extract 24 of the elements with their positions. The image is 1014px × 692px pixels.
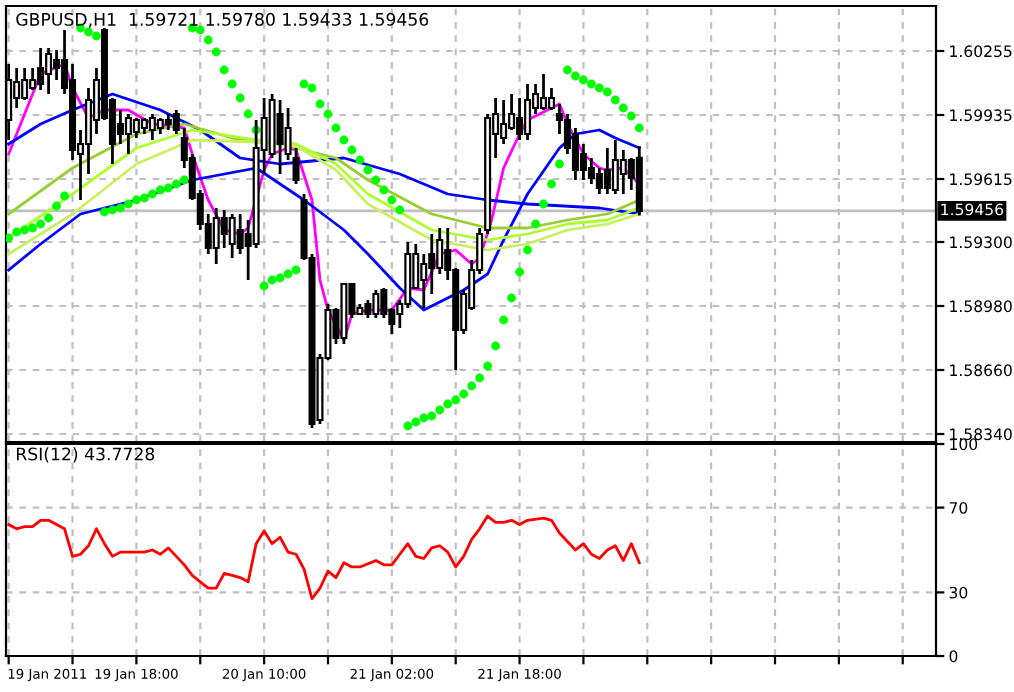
candlestick [603,146,611,196]
candlestick [524,82,532,142]
candlestick [276,98,284,176]
candlestick [611,138,619,196]
chart-title: RSI(12) 43.7728 [16,447,155,463]
candlestick [124,112,132,156]
candlestick [619,148,627,196]
line-series [7,138,641,256]
candlestick [45,46,53,96]
candlestick [595,166,603,196]
candlestick [53,48,61,82]
candlestick [372,288,380,320]
candlestick [148,112,156,142]
candlestick [220,208,228,250]
candlestick [228,212,236,260]
candlestick [516,96,524,142]
line-series [7,514,641,601]
candlestick [212,206,220,266]
candlestick [21,66,29,102]
candlestick [37,46,45,92]
candlestick [540,72,548,112]
candlestick [132,116,140,140]
chart-title: GBPUSD,H1 1.59721 1.59780 1.59433 1.59456 [16,12,429,28]
line-series [7,62,641,342]
